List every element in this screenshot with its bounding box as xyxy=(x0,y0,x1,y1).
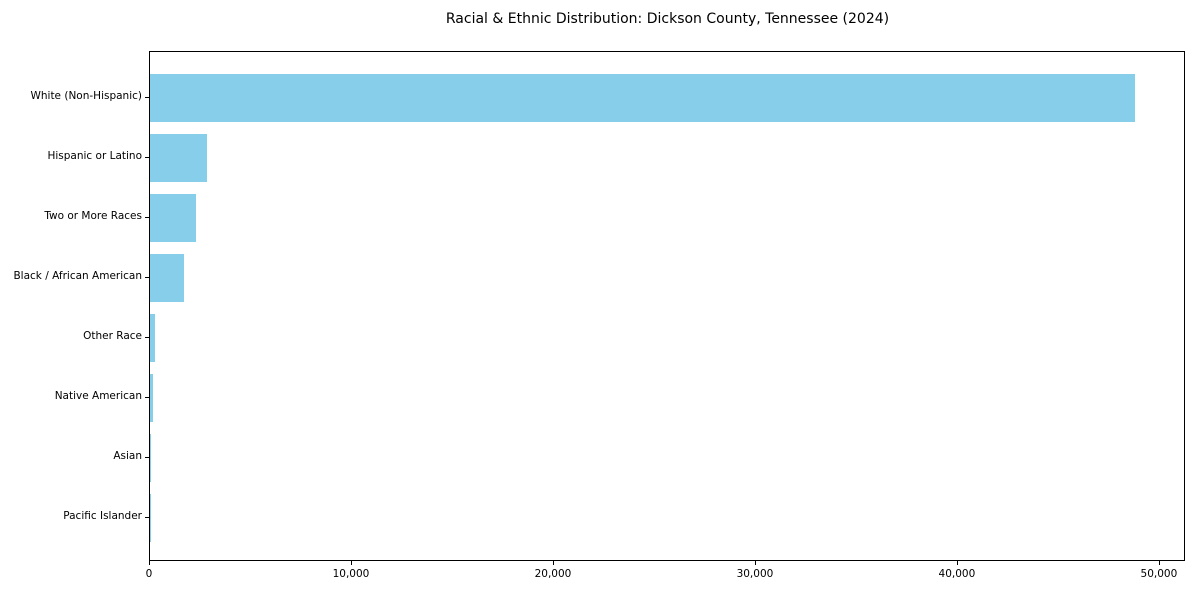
y-tick-mark xyxy=(145,457,149,458)
bar xyxy=(150,134,208,182)
chart-title: Racial & Ethnic Distribution: Dickson Co… xyxy=(445,11,890,27)
x-tick-label: 20,000 xyxy=(534,568,572,580)
bar xyxy=(150,194,196,242)
x-tick-mark xyxy=(956,561,958,565)
y-tick-mark xyxy=(145,397,149,398)
x-tick-mark xyxy=(552,561,554,565)
y-tick-label: Two or More Races xyxy=(44,210,142,222)
bar xyxy=(150,254,184,302)
x-tick-mark xyxy=(1158,561,1160,565)
plot-area xyxy=(149,51,1185,561)
bar xyxy=(150,74,1135,122)
x-tick-label: 30,000 xyxy=(736,568,774,580)
x-tick-mark xyxy=(149,561,150,565)
x-tick-mark xyxy=(754,561,756,565)
y-tick-mark xyxy=(145,277,149,278)
y-tick-label: White (Non-Hispanic) xyxy=(30,90,142,102)
bar xyxy=(150,314,155,362)
y-tick-label: Hispanic or Latino xyxy=(47,150,142,162)
y-tick-mark xyxy=(145,337,149,338)
y-tick-mark xyxy=(145,97,149,98)
y-tick-mark xyxy=(145,157,149,158)
y-tick-mark xyxy=(145,517,149,518)
y-tick-label: Pacific Islander xyxy=(63,510,142,522)
x-tick-label: 0 xyxy=(145,568,153,580)
bar xyxy=(150,374,153,422)
y-tick-mark xyxy=(145,217,149,218)
y-tick-label: Other Race xyxy=(83,330,142,342)
x-tick-mark xyxy=(350,561,352,565)
x-tick-label: 50,000 xyxy=(1140,568,1178,580)
x-tick-label: 10,000 xyxy=(332,568,370,580)
y-tick-label: Black / African American xyxy=(13,270,142,282)
x-tick-label: 40,000 xyxy=(938,568,976,580)
y-tick-label: Asian xyxy=(113,450,142,462)
bar xyxy=(150,434,152,482)
y-tick-label: Native American xyxy=(54,390,142,402)
